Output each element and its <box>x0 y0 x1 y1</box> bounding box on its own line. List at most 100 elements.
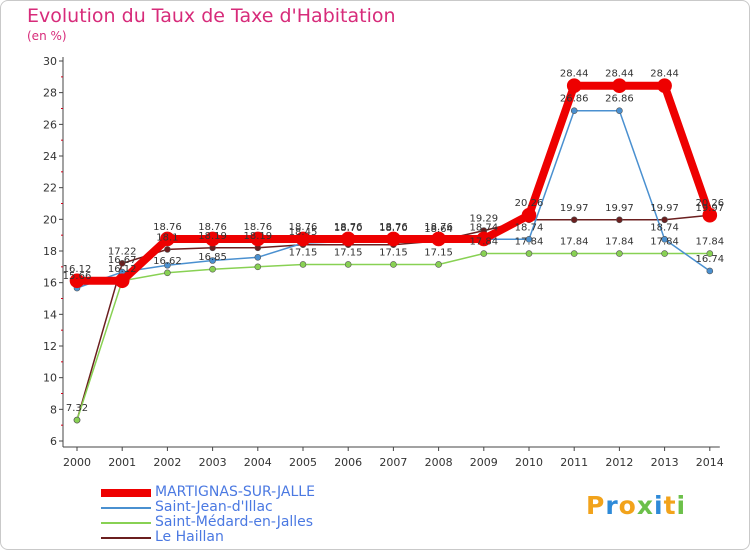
data-point-martignas-sur-jalle <box>114 273 130 289</box>
data-label: 20.26 <box>515 198 544 209</box>
data-point-saint-m-dard-en-jalles <box>480 250 488 257</box>
data-point-saint-m-dard-en-jalles <box>435 261 442 268</box>
proxiti-logo: Proxiti <box>586 491 686 520</box>
data-label: 7.32 <box>66 403 88 414</box>
data-point-saint-m-dard-en-jalles <box>73 416 81 424</box>
data-point-saint-jean-d-illac <box>209 257 216 264</box>
series-line-saint-m-dard-en-jalles <box>76 252 710 421</box>
data-label: 15.66 <box>63 271 92 282</box>
data-point-saint-jean-d-illac <box>706 267 714 275</box>
data-label: 18.76 <box>243 222 272 233</box>
data-point-le-haillan <box>118 260 126 267</box>
x-tick-label: 2001 <box>108 456 136 469</box>
x-tick-label: 2005 <box>289 456 317 469</box>
data-label: 17.15 <box>334 247 363 258</box>
data-point-martignas-sur-jalle <box>702 207 718 223</box>
data-point-martignas-sur-jalle <box>566 78 582 93</box>
data-point-le-haillan <box>570 216 578 224</box>
data-label: 18.76 <box>379 222 408 233</box>
data-label: 17.15 <box>424 247 453 258</box>
data-label: 16.67 <box>108 255 137 266</box>
data-point-martignas-sur-jalle <box>295 231 311 247</box>
legend-label: Saint-Jean-d'Illac <box>155 499 273 515</box>
x-tick-label: 2013 <box>651 456 679 469</box>
y-tick-label: 22 <box>43 182 57 195</box>
data-label: 18.19 <box>243 231 272 242</box>
data-label: 18.76 <box>153 222 182 233</box>
data-label: 18.45 <box>289 227 318 238</box>
data-point-martignas-sur-jalle <box>657 78 672 93</box>
data-point-saint-m-dard-en-jalles <box>344 261 352 268</box>
data-point-saint-m-dard-en-jalles <box>209 265 216 273</box>
chart-subtitle: (en %) <box>27 29 67 43</box>
data-point-le-haillan <box>164 246 171 253</box>
legend-label: Le Haillan <box>155 529 224 545</box>
data-point-saint-m-dard-en-jalles <box>706 250 714 257</box>
data-label: 19.29 <box>469 214 498 225</box>
data-label: 18.70 <box>334 223 363 234</box>
data-label: 19.97 <box>650 203 679 214</box>
x-tick-label: 2007 <box>379 456 407 469</box>
data-point-saint-m-dard-en-jalles <box>254 263 262 271</box>
y-tick-label: 18 <box>43 245 57 258</box>
x-tick-label: 2014 <box>696 456 724 469</box>
x-tick-label: 2003 <box>199 456 227 469</box>
x-tick-label: 2004 <box>244 456 272 469</box>
data-label: 16.12 <box>63 264 92 275</box>
x-tick-label: 2012 <box>605 456 633 469</box>
y-tick-label: 6 <box>50 435 57 448</box>
data-point-saint-m-dard-en-jalles <box>299 261 307 268</box>
data-point-martignas-sur-jalle <box>521 207 537 223</box>
logo-letter: t <box>663 491 677 520</box>
legend-swatch <box>101 522 151 524</box>
data-point-martignas-sur-jalle <box>69 273 85 289</box>
data-point-le-haillan <box>616 216 623 224</box>
data-label: 17.84 <box>605 237 634 248</box>
data-point-saint-m-dard-en-jalles <box>390 261 397 268</box>
x-tick-label: 2010 <box>515 456 543 469</box>
data-point-saint-m-dard-en-jalles <box>164 269 171 277</box>
data-label: 28.44 <box>650 69 679 80</box>
x-tick-label: 2000 <box>63 456 91 469</box>
legend-swatch <box>101 489 151 497</box>
data-point-martignas-sur-jalle <box>250 231 266 247</box>
logo-letter: P <box>586 491 606 520</box>
data-point-saint-m-dard-en-jalles <box>525 250 533 257</box>
data-label: 17.84 <box>469 237 498 248</box>
data-label: 17.84 <box>695 237 724 248</box>
legend-swatch <box>101 507 151 509</box>
y-tick-label: 30 <box>43 55 57 68</box>
legend-swatch <box>101 537 151 539</box>
data-label: 18.74 <box>469 222 498 233</box>
data-point-saint-jean-d-illac <box>661 235 668 243</box>
data-label: 17.84 <box>650 237 679 248</box>
logo-letter: x <box>636 491 654 520</box>
data-label: 18.19 <box>198 231 227 242</box>
y-tick-label: 14 <box>43 308 57 321</box>
data-label: 19.97 <box>695 203 724 214</box>
data-label: 19.97 <box>560 203 589 214</box>
x-tick-label: 2006 <box>334 456 362 469</box>
x-tick-label: 2009 <box>470 456 498 469</box>
data-label: 17.22 <box>108 246 137 257</box>
data-point-martignas-sur-jalle <box>205 231 220 247</box>
data-point-saint-jean-d-illac <box>616 107 623 115</box>
data-point-saint-jean-d-illac <box>525 235 533 243</box>
chart-title: Evolution du Taux de Taxe d'Habitation <box>27 5 396 27</box>
y-tick-label: 28 <box>43 87 57 100</box>
data-label: 17.84 <box>560 237 589 248</box>
y-tick-label: 26 <box>43 118 57 131</box>
data-point-martignas-sur-jalle <box>340 231 356 247</box>
data-point-saint-m-dard-en-jalles <box>616 250 623 257</box>
data-point-martignas-sur-jalle <box>386 231 401 247</box>
x-tick-label: 2008 <box>425 456 453 469</box>
data-label: 28.44 <box>560 69 589 80</box>
data-label: 19.97 <box>605 203 634 214</box>
logo-letter: i <box>676 491 687 520</box>
data-label: 18.76 <box>334 222 363 233</box>
data-label: 18.76 <box>424 222 453 233</box>
data-label: 16.85 <box>198 252 227 263</box>
data-label: 16.74 <box>695 254 724 265</box>
data-point-le-haillan <box>661 216 668 224</box>
